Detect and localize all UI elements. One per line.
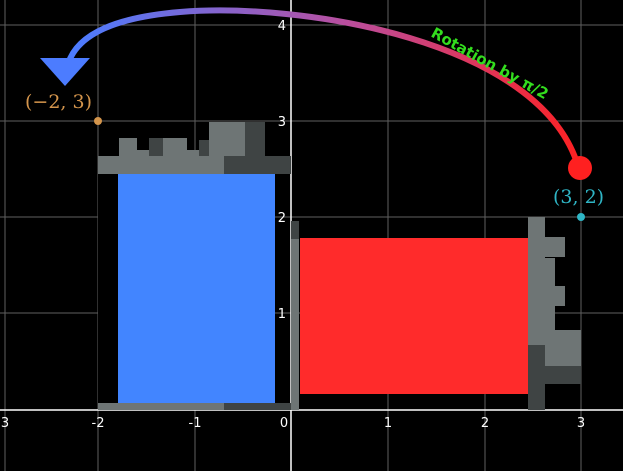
red-castle-battlements	[545, 237, 565, 257]
x-tick-label: 3	[577, 416, 585, 431]
blue-castle-battlements	[119, 138, 137, 158]
y-tick-label: 2	[278, 211, 286, 226]
point-b	[577, 213, 585, 221]
blue-castle	[98, 122, 291, 410]
blue-castle-base	[98, 403, 291, 410]
blue-castle-body	[118, 174, 275, 404]
x-tick-label: 0	[280, 416, 288, 431]
y-tick-label: 3	[278, 115, 286, 130]
point-b-label: (3, 2)	[553, 186, 604, 208]
red-castle	[291, 217, 581, 410]
point-a-label: (−2, 3)	[25, 91, 92, 113]
y-tick-label: 1	[278, 307, 286, 322]
y-tick-label: 4	[278, 19, 286, 34]
red-castle-base	[291, 221, 299, 410]
x-tick-label: -2	[92, 416, 105, 431]
red-castle-body	[300, 238, 528, 394]
x-tick-label: 3	[1, 416, 9, 431]
point-a	[94, 117, 102, 125]
rotation-label: Rotation by π/2	[428, 24, 551, 103]
x-tick-label: -1	[189, 416, 202, 431]
arrowhead-icon	[40, 58, 90, 86]
arc-start-dot	[568, 156, 592, 180]
x-tick-label: 2	[481, 416, 489, 431]
rotation-arc	[65, 7, 581, 169]
blue-castle-left-wall	[98, 174, 118, 404]
x-tick-label: 1	[384, 416, 392, 431]
